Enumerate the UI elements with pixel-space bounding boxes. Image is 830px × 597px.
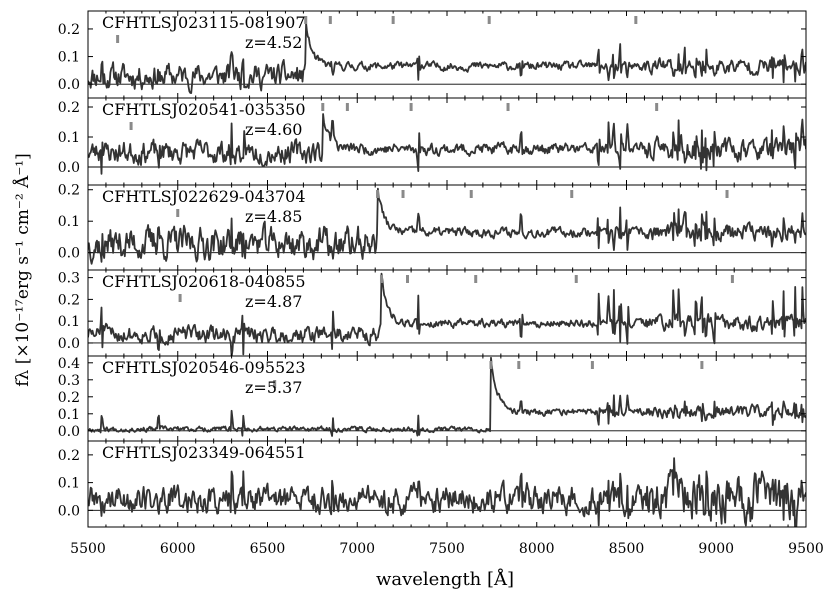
line-marker xyxy=(379,275,383,283)
object-name-label: CFHTLSJ020618-040855 xyxy=(102,272,306,291)
line-marker xyxy=(116,35,120,43)
object-name-label: CFHTLSJ023349-064551 xyxy=(102,443,306,462)
line-marker xyxy=(590,361,594,369)
line-marker xyxy=(178,294,182,302)
spectrum-trace xyxy=(88,457,806,527)
y-tick-label: 0.3 xyxy=(58,271,80,287)
x-tick-label: 7000 xyxy=(339,541,375,557)
line-marker xyxy=(345,103,349,111)
line-marker xyxy=(487,16,491,24)
y-tick-label: 0.0 xyxy=(58,160,80,176)
line-marker xyxy=(725,190,729,198)
redshift-label: z=4.52 xyxy=(245,33,302,52)
y-tick-label: 0.2 xyxy=(58,183,80,199)
line-marker xyxy=(304,16,308,24)
panels: 0.00.10.2 CFHTLSJ023115-081907z=4.520.00.… xyxy=(58,10,807,528)
line-marker xyxy=(376,190,380,198)
y-tick-label: 0.1 xyxy=(58,214,80,230)
y-tick-label: 0.1 xyxy=(58,50,80,66)
y-tick-label: 0.0 xyxy=(58,336,80,352)
line-marker xyxy=(129,122,133,130)
line-marker xyxy=(176,209,180,217)
x-tick-label: 6000 xyxy=(160,541,196,557)
line-marker xyxy=(409,103,413,111)
object-name-label: CFHTLSJ022629-043704 xyxy=(102,187,306,206)
line-marker xyxy=(401,190,405,198)
line-marker xyxy=(469,190,473,198)
y-tick-label: 0.1 xyxy=(58,476,80,492)
object-name-label: CFHTLSJ020541-035350 xyxy=(102,100,306,119)
y-tick-label: 0.2 xyxy=(58,22,80,38)
spectrum-trace xyxy=(88,356,806,437)
y-tick-label: 0.2 xyxy=(58,292,80,308)
spectrum-trace xyxy=(88,113,806,175)
line-marker xyxy=(474,275,478,283)
line-marker xyxy=(517,361,521,369)
line-marker xyxy=(506,103,510,111)
y-tick-label: 0.0 xyxy=(58,246,80,262)
line-marker xyxy=(700,361,704,369)
x-axis-label: wavelength [Å] xyxy=(376,568,514,590)
y-tick-label: 0.4 xyxy=(58,356,80,372)
y-tick-label: 0.3 xyxy=(58,373,80,389)
y-tick-label: 0.1 xyxy=(58,314,80,330)
line-marker xyxy=(328,16,332,24)
y-tick-label: 0.2 xyxy=(58,390,80,406)
y-axis-label: fλ [×10⁻¹⁷erg s⁻¹ cm⁻² Å⁻¹] xyxy=(12,153,33,387)
y-tick-label: 0.2 xyxy=(58,448,80,464)
object-name-label: CFHTLSJ020546-095523 xyxy=(102,358,306,377)
line-marker xyxy=(570,190,574,198)
line-marker xyxy=(730,275,734,283)
spectrum-trace xyxy=(88,22,806,94)
redshift-label: z=4.87 xyxy=(245,292,302,311)
y-tick-label: 0.1 xyxy=(58,130,80,146)
y-tick-label: 0.0 xyxy=(58,77,80,93)
spectrum-panel: 0.00.10.20.30.4 CFHTLSJ020546-095523z=5.3… xyxy=(58,355,807,442)
line-marker xyxy=(655,103,659,111)
spectrum-panel: 0.0 0.1 0.2 CFHTLSJ023349-064551 xyxy=(58,440,807,528)
line-marker xyxy=(391,16,395,24)
x-tick-label: 9000 xyxy=(698,541,734,557)
line-marker xyxy=(634,16,638,24)
spectrum-trace xyxy=(88,187,806,265)
x-tick-labels: 5500 6000 6500 7000 7500 8000 8500 9000 9500 xyxy=(70,541,824,557)
redshift-label: z=4.60 xyxy=(245,120,302,139)
y-tick-label: 0.1 xyxy=(58,407,80,423)
line-marker xyxy=(489,361,493,369)
line-marker xyxy=(406,275,410,283)
x-tick-label: 5500 xyxy=(70,541,106,557)
line-marker xyxy=(273,380,277,388)
object-name-label: CFHTLSJ023115-081907 xyxy=(102,13,306,32)
x-tick-label: 7500 xyxy=(429,541,465,557)
x-tick-label: 9500 xyxy=(788,541,824,557)
line-marker xyxy=(321,103,325,111)
x-tick-label: 8500 xyxy=(609,541,645,557)
x-tick-label: 6500 xyxy=(250,541,286,557)
spectrum-trace xyxy=(88,272,806,356)
line-marker xyxy=(574,275,578,283)
redshift-label: z=5.37 xyxy=(245,378,302,397)
y-tick-label: 0.2 xyxy=(58,100,80,116)
redshift-label: z=4.85 xyxy=(245,207,302,226)
y-tick-label: 0.0 xyxy=(58,503,80,519)
y-tick-label: 0.0 xyxy=(58,424,80,440)
x-tick-label: 8000 xyxy=(519,541,555,557)
